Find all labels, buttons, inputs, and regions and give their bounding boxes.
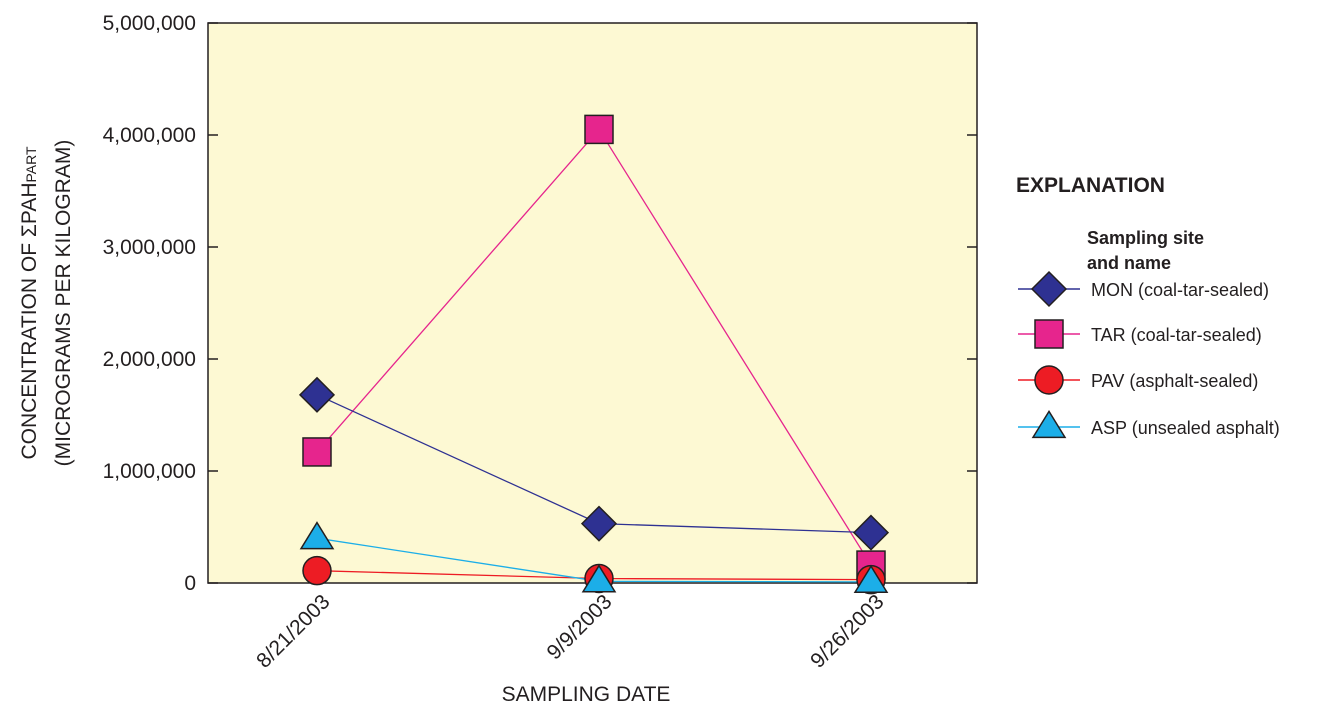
y-tick-label: 2,000,000 [103,348,196,371]
x-tick-label: 9/9/2003 [542,590,616,664]
legend-entries: MON (coal-tar-sealed) TAR (coal-tar-seale… [1018,270,1280,439]
data-point-diamond [298,376,336,413]
series-markers [298,114,890,595]
legend-title: EXPLANATION [1016,174,1165,197]
legend-marker-circle [1034,365,1064,395]
y-tick-label: 0 [184,572,196,595]
legend-marker-diamond [1030,270,1068,308]
x-tick-label: 8/21/2003 [252,590,334,672]
legend-subtitle-line2: and name [1087,253,1171,273]
legend-label: ASP (unsealed asphalt) [1091,418,1280,438]
legend-label: PAV (asphalt-sealed) [1091,371,1258,391]
legend-marker-square [1034,319,1064,349]
y-tick-label: 3,000,000 [103,236,196,259]
legend: EXPLANATION Sampling site and name MON (… [1016,174,1280,439]
legend-label: MON (coal-tar-sealed) [1091,280,1269,300]
y-axis: 0 1,000,000 2,000,000 3,000,000 4,000,000 5,0… [103,12,977,595]
data-point-diamond [852,514,890,551]
data-point-square [584,114,614,145]
legend-marker-triangle [1031,409,1067,439]
data-point-square [302,437,332,467]
data-point-circle [302,555,332,586]
y-axis-label-units: (MICROGRAMS PER KILOGRAM) [52,140,75,467]
x-tick-label: 9/26/2003 [806,590,888,672]
y-axis-label-subscript: PART [23,146,39,182]
x-axis: 8/21/2003 9/9/2003 9/26/2003 [252,573,889,673]
legend-label: TAR (coal-tar-sealed) [1091,325,1262,345]
data-point-triangle [299,521,335,550]
data-point-triangle [853,564,889,594]
legend-subtitle-line1: Sampling site [1087,228,1204,248]
x-axis-label: SAMPLING DATE [502,683,671,706]
y-tick-label: 1,000,000 [103,460,196,483]
y-axis-label-text: CONCENTRATION OF ΣPAH [18,183,41,460]
y-tick-label: 5,000,000 [103,12,196,35]
data-point-diamond [580,505,618,542]
plot-area [207,22,978,584]
data-point-triangle [581,564,617,593]
y-axis-label: CONCENTRATION OF ΣPAHPART [18,146,41,460]
y-tick-label: 4,000,000 [103,124,196,147]
